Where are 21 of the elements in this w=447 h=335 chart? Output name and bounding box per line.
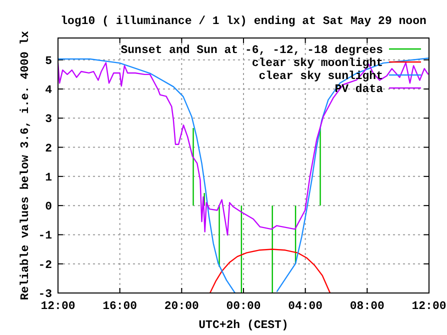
y-tick-label: -3	[38, 288, 52, 301]
x-tick-label: 08:00	[350, 300, 385, 313]
x-tick-label: 16:00	[102, 300, 138, 313]
y-tick-label: 0	[45, 200, 52, 214]
x-axis-title: UTC+2h (CEST)	[198, 319, 288, 332]
y-tick-label: 2	[45, 142, 52, 156]
legend-label: clear sky moonlight	[252, 57, 383, 70]
x-tick-label: 04:00	[288, 300, 323, 313]
y-tick-label: 1	[45, 171, 52, 184]
x-tick-label: 12:00	[40, 300, 76, 313]
chart-title: log10 ( illuminance / 1 lx) ending at Sat May 29 noon	[60, 15, 426, 28]
y-tick-label: -2	[38, 258, 52, 272]
y-tick-label: -1	[38, 230, 52, 243]
y-axis-title: Reliable values below 3.6, i.e. 4000 lx	[19, 30, 32, 300]
x-tick-label: 20:00	[164, 300, 200, 313]
y-tick-label: 5	[45, 54, 52, 68]
x-tick-label: 00:00	[226, 300, 261, 313]
x-tick-label: 12:00	[412, 300, 446, 313]
y-tick-label: 3	[45, 113, 52, 126]
legend-label: Sunset and Sun at -6, -12, -18 degrees	[120, 44, 384, 57]
y-tick-label: 4	[45, 84, 52, 97]
